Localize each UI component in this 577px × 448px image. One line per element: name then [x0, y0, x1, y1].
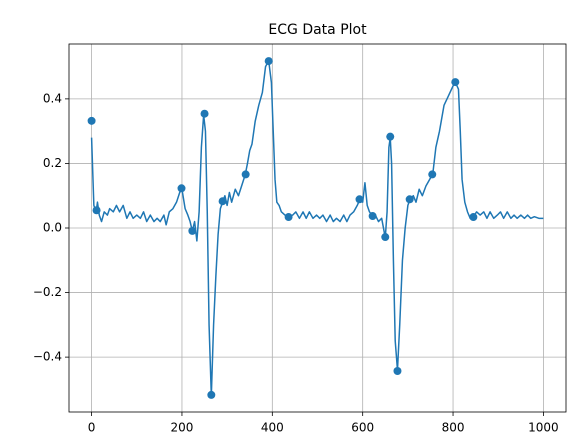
- x-tick-label: 200: [171, 421, 194, 435]
- x-tick-label: 1000: [528, 421, 559, 435]
- point: [284, 213, 293, 222]
- line: [90, 60, 544, 397]
- point: [386, 132, 395, 141]
- chart-title: ECG Data Plot: [268, 22, 367, 38]
- x-tick-label: 400: [261, 421, 284, 435]
- x-tick-label: 600: [351, 421, 374, 435]
- point: [92, 206, 101, 215]
- point: [264, 57, 273, 66]
- point: [241, 170, 250, 179]
- point: [368, 212, 377, 221]
- point: [405, 195, 414, 204]
- y-tick-label: 0.0: [43, 221, 62, 235]
- point: [451, 78, 460, 87]
- x-tick-label: 800: [442, 421, 465, 435]
- point: [188, 226, 197, 235]
- y-tick-label: 0.4: [43, 91, 62, 105]
- point: [355, 195, 364, 204]
- point: [393, 367, 402, 376]
- plot-frame: [68, 43, 567, 413]
- x-tick-label: 0: [88, 421, 96, 435]
- point: [207, 390, 216, 399]
- point: [218, 197, 227, 206]
- point: [200, 109, 209, 118]
- point: [381, 233, 390, 242]
- point: [469, 213, 478, 222]
- point: [87, 116, 96, 125]
- point: [428, 170, 437, 179]
- y-tick-label: −0.2: [33, 285, 62, 299]
- point: [177, 184, 186, 193]
- y-tick-label: −0.4: [33, 350, 62, 364]
- y-tick-label: 0.2: [43, 156, 62, 170]
